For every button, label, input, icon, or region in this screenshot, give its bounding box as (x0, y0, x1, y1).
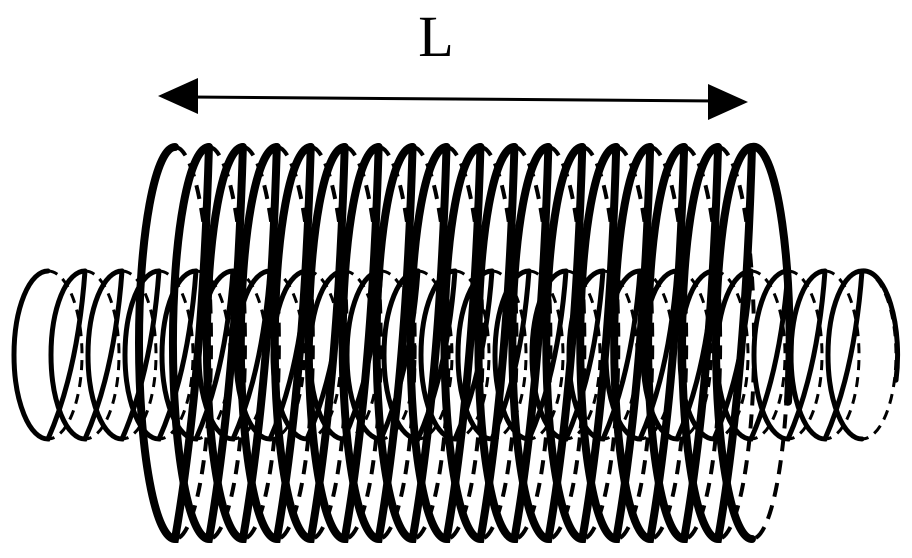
outer-coil-turn (202, 143, 281, 544)
inner-coil-turn (85, 268, 162, 442)
length-arrow-left-head (158, 78, 198, 114)
outer-coil-turn (236, 143, 315, 544)
outer-coil-turn (644, 143, 723, 544)
length-arrow (158, 78, 748, 120)
inner-coil-turn (788, 268, 865, 442)
inner-coil-turn (825, 268, 901, 442)
length-label: L (418, 4, 454, 69)
outer-coil-turn (712, 142, 794, 543)
inner-coil-turn-back (824, 269, 861, 441)
outer-coil-turn (474, 143, 553, 544)
inner-coil-turn-back (676, 269, 713, 441)
outer-coil-turn (406, 143, 485, 544)
outer-coil-turn (508, 143, 587, 544)
outer-coil-turn (576, 143, 655, 544)
inner-coil-turn-back (269, 269, 306, 441)
inner-coil-turn-back (454, 269, 491, 441)
inner-coil-turn (11, 268, 88, 442)
inner-coil-turn-back (861, 269, 898, 441)
inner-coil-turn-back (713, 269, 750, 441)
outer-coil-turn (135, 143, 213, 544)
inner-coil-turn-back (47, 269, 84, 441)
inner-coil-turn-back (750, 269, 787, 441)
inner-coil-turn (714, 268, 791, 442)
outer-coil-turn (440, 143, 519, 544)
length-arrow-right-head (708, 84, 748, 120)
outer-coil-turn (338, 143, 417, 544)
outer-coil-front-strands (135, 142, 794, 544)
outer-coil-turn (372, 143, 451, 544)
inner-coil-turn-back (417, 269, 454, 441)
outer-coil-turn (304, 143, 383, 544)
outer-coil-turn (168, 143, 247, 544)
inner-coil-turn-back (787, 269, 824, 441)
outer-coil-turn (270, 143, 349, 544)
outer-coil-turn (610, 143, 689, 544)
outer-coil-turn (542, 143, 621, 544)
outer-coil-turn (678, 143, 756, 544)
inner-coil-turn (48, 268, 125, 442)
inner-coil-turn-back (84, 269, 121, 441)
length-arrow-shaft (189, 95, 719, 103)
inner-coil-turn (751, 268, 828, 442)
